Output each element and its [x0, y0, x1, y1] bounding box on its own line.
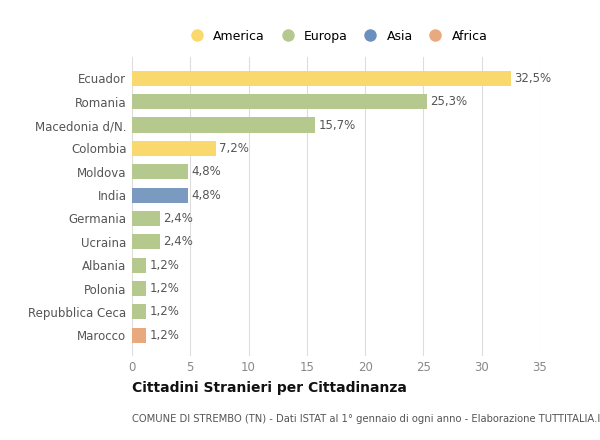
Legend: America, Europa, Asia, Africa: America, Europa, Asia, Africa: [179, 25, 493, 48]
Text: 2,4%: 2,4%: [163, 212, 193, 225]
Text: 4,8%: 4,8%: [191, 165, 221, 178]
Text: 1,2%: 1,2%: [149, 305, 179, 319]
Bar: [132, 187, 188, 203]
Text: 32,5%: 32,5%: [514, 72, 551, 85]
Text: 25,3%: 25,3%: [430, 95, 467, 108]
Text: Cittadini Stranieri per Cittadinanza: Cittadini Stranieri per Cittadinanza: [132, 381, 407, 395]
Bar: [132, 117, 315, 133]
Text: COMUNE DI STREMBO (TN) - Dati ISTAT al 1° gennaio di ogni anno - Elaborazione TU: COMUNE DI STREMBO (TN) - Dati ISTAT al 1…: [132, 414, 600, 425]
Bar: [132, 328, 146, 343]
Bar: [132, 304, 146, 319]
Bar: [132, 281, 146, 296]
Text: 1,2%: 1,2%: [149, 259, 179, 271]
Text: 1,2%: 1,2%: [149, 329, 179, 342]
Text: 1,2%: 1,2%: [149, 282, 179, 295]
Bar: [132, 234, 160, 249]
Text: 7,2%: 7,2%: [220, 142, 250, 155]
Text: 2,4%: 2,4%: [163, 235, 193, 248]
Bar: [132, 164, 188, 180]
Bar: [132, 211, 160, 226]
Bar: [132, 71, 511, 86]
Bar: [132, 94, 427, 109]
Text: 15,7%: 15,7%: [319, 119, 356, 132]
Bar: [132, 141, 216, 156]
Bar: [132, 257, 146, 273]
Text: 4,8%: 4,8%: [191, 189, 221, 202]
